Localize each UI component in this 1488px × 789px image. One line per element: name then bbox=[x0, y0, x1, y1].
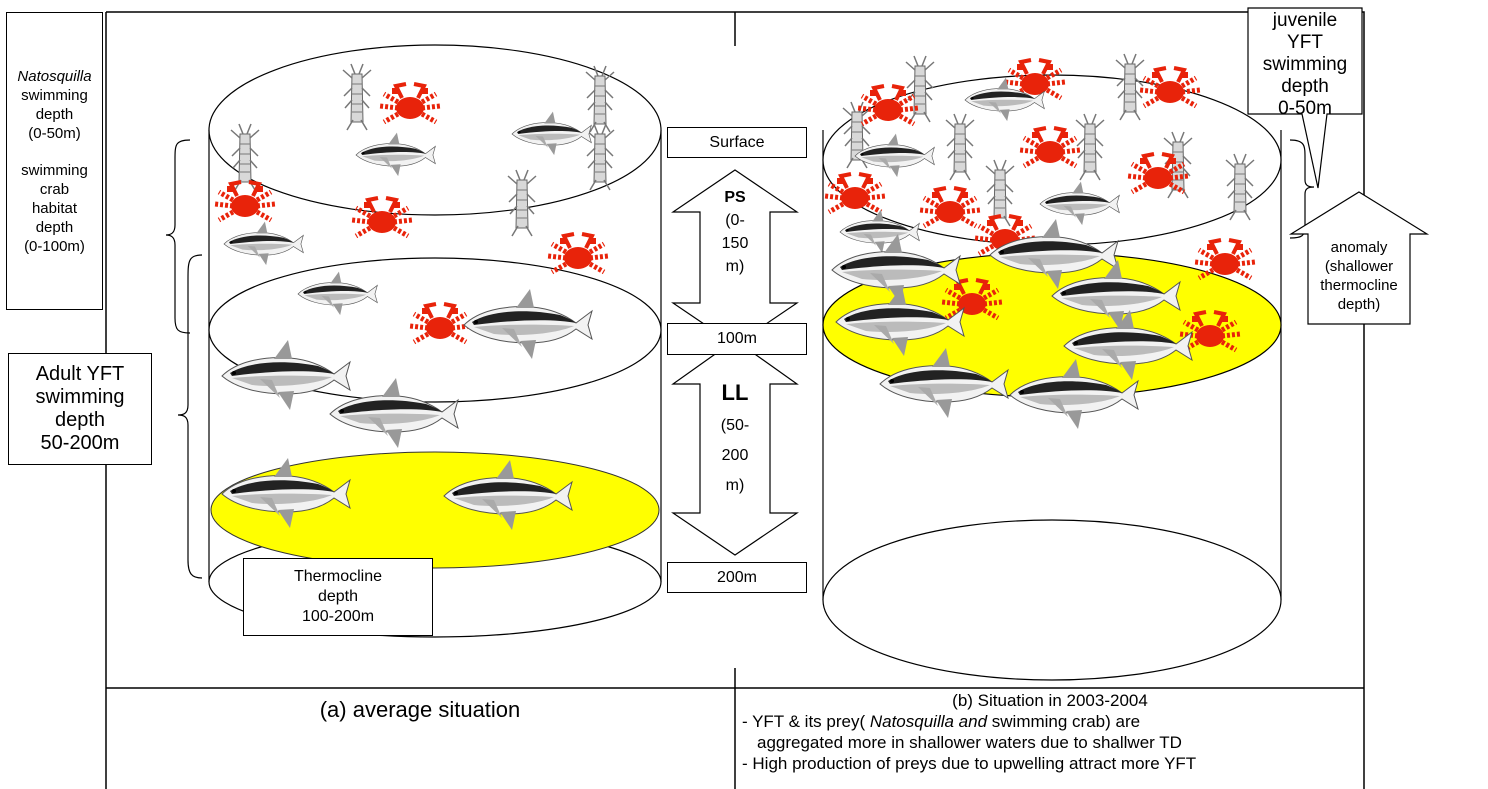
thermocline-line-1: Thermocline bbox=[293, 568, 383, 585]
natosquilla-name: Natosquilla bbox=[17, 67, 92, 85]
depth-100m-label: 100m bbox=[667, 323, 807, 355]
juvenile-line-4: depth bbox=[1281, 76, 1329, 97]
thermocline-line-2: depth bbox=[317, 588, 359, 605]
juvenile-line-5: 0-50m bbox=[1278, 98, 1332, 119]
caption-average-situation: (a) average situation bbox=[319, 697, 521, 722]
ps-range-2: 150 bbox=[721, 235, 749, 252]
anomaly-line-3: thermocline bbox=[1320, 277, 1398, 294]
ps-range-1: (0- bbox=[725, 212, 745, 229]
crab-line-1: swimming bbox=[21, 161, 88, 179]
natosquilla-line-1: swimming bbox=[21, 86, 88, 104]
adult-yft-line-2: swimming bbox=[35, 386, 125, 408]
note-line-1-pre: - YFT & its prey( bbox=[742, 712, 870, 731]
crab-line-4: depth bbox=[35, 218, 74, 236]
anomaly-line-1: anomaly bbox=[1330, 239, 1388, 256]
surface-label: Surface bbox=[667, 127, 807, 158]
adult-yft-depth-label: Adult YFT swimming depth 50-200m bbox=[8, 353, 152, 465]
juvenile-line-1: juvenile bbox=[1272, 10, 1338, 31]
ll-range-2: 200 bbox=[721, 447, 749, 464]
anomaly-label: anomaly (shallower thermocline depth) bbox=[1309, 238, 1409, 314]
juvenile-line-2: YFT bbox=[1287, 32, 1323, 53]
adult-yft-line-3: depth bbox=[54, 409, 106, 431]
anomaly-line-4: depth) bbox=[1337, 296, 1381, 313]
note-line-1-italic: Natosquilla and bbox=[869, 712, 988, 731]
note-line-3: - High production of preys due to upwell… bbox=[742, 754, 1197, 773]
depth-200m-label: 200m bbox=[667, 562, 807, 593]
adult-yft-line-1: Adult YFT bbox=[35, 363, 125, 385]
note-line-1: - YFT & its prey( Natosquilla and swimmi… bbox=[742, 711, 1362, 732]
thermocline-line-3: 100-200m bbox=[301, 608, 375, 625]
ll-label: LL bbox=[721, 380, 749, 405]
note-line-1-post: swimming crab) are bbox=[987, 712, 1141, 731]
crab-line-5: (0-100m) bbox=[24, 237, 85, 255]
ll-text: LL (50- 200 m) bbox=[700, 380, 770, 496]
left-cylinder bbox=[208, 44, 662, 638]
adult-yft-line-4: 50-200m bbox=[40, 432, 120, 454]
right-cylinder bbox=[822, 53, 1282, 681]
juvenile-line-3: swimming bbox=[1262, 54, 1348, 75]
natosquilla-line-2: depth bbox=[35, 105, 74, 123]
ps-label: PS bbox=[724, 189, 746, 206]
caption-situation-2003-2004: (b) Situation in 2003-2004 bbox=[952, 691, 1148, 710]
anomaly-line-2: (shallower bbox=[1324, 258, 1394, 275]
thermocline-depth-label: Thermocline depth 100-200m bbox=[243, 558, 433, 636]
natosquilla-line-3: (0-50m) bbox=[28, 124, 81, 142]
prey-depth-label: Natosquilla swimming depth (0-50m) swimm… bbox=[6, 12, 103, 310]
ps-range-3: m) bbox=[725, 258, 745, 275]
crab-line-3: habitat bbox=[31, 199, 78, 217]
note-line-2: aggregated more in shallower waters due … bbox=[757, 733, 1182, 752]
crab-line-2: crab bbox=[39, 180, 70, 198]
juvenile-yft-label: juvenile YFT swimming depth 0-50m bbox=[1249, 10, 1361, 120]
ll-range-1: (50- bbox=[720, 417, 750, 434]
ll-range-3: m) bbox=[725, 477, 745, 494]
ps-text: PS (0- 150 m) bbox=[700, 188, 770, 277]
